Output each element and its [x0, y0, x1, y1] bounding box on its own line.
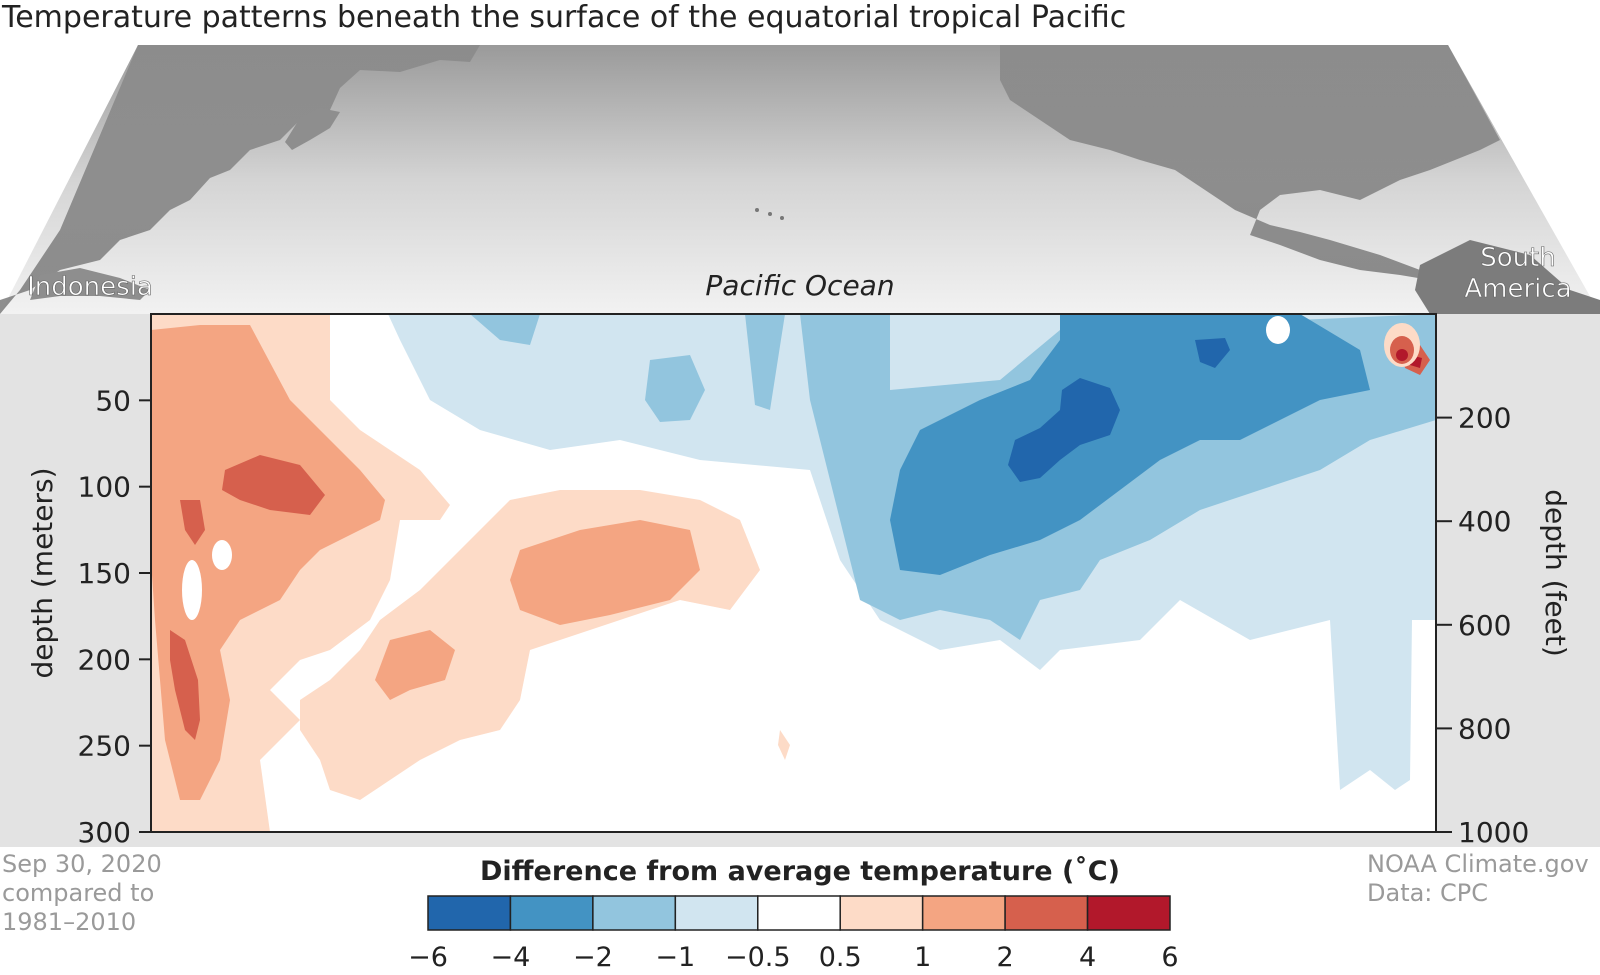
right-tick-label: 200 — [1458, 402, 1511, 435]
left-tick-label: 200 — [78, 643, 131, 676]
colorbar-swatch — [921, 895, 1006, 931]
left-axis-label: depth (meters) — [26, 467, 59, 678]
left-tick-label: 150 — [78, 557, 131, 590]
right-tick-label: 1000 — [1458, 816, 1529, 849]
anomaly-region-neg-2 — [890, 314, 1370, 575]
right-tick-label: 600 — [1458, 609, 1511, 642]
left-tick-label: 300 — [78, 816, 131, 849]
pacific-map — [0, 45, 1600, 314]
date-line-1: Sep 30, 2020 — [2, 850, 162, 878]
credit-line-2: Data: CPC — [1367, 879, 1489, 907]
date-note: Sep 30, 2020 compared to 1981–2010 — [2, 850, 162, 937]
north-america-landmass — [1000, 45, 1500, 280]
colorbar-tick-label: 0.5 — [819, 942, 862, 973]
colorbar-swatch — [839, 895, 924, 931]
colorbar-swatch — [427, 895, 512, 931]
colorbar-swatch — [757, 895, 841, 931]
credit-note: NOAA Climate.gov Data: CPC — [1367, 850, 1589, 908]
indonesia-landmass — [30, 268, 150, 300]
colorbar-tick-label: 6 — [1161, 942, 1178, 973]
colorbar-tick-label: −4 — [491, 942, 531, 973]
date-line-2: compared to — [2, 879, 155, 907]
colorbar-tick-label: −2 — [573, 942, 613, 973]
colorbar-title: Difference from average temperature (˚C) — [480, 856, 1120, 887]
right-tick-label: 400 — [1458, 505, 1511, 538]
map-label-pacific: Pacific Ocean — [705, 269, 894, 302]
colorbar-tick-label: −0.5 — [725, 942, 791, 973]
colorbar-swatch — [509, 895, 594, 931]
map-label-indonesia: Indonesia — [27, 272, 153, 302]
asia-landmass — [0, 45, 480, 314]
right-axis-label: depth (feet) — [1539, 489, 1572, 657]
anomaly-region-pos-1 — [151, 325, 700, 800]
right-axis: 200 400 600 800 1000 — [1436, 402, 1529, 849]
map-label-south-america-line2: America — [1464, 274, 1571, 304]
colorbar-tick-label: 1 — [914, 942, 931, 973]
credit-line-1: NOAA Climate.gov — [1367, 850, 1589, 878]
colorbar-tick-label: −1 — [655, 942, 695, 973]
page-title: Temperature patterns beneath the surface… — [2, 0, 1127, 35]
colorbar-swatch — [674, 895, 759, 931]
south-america-landmass — [1415, 240, 1600, 314]
left-tick-label: 50 — [95, 384, 131, 417]
colorbar-swatch — [1004, 895, 1089, 931]
colorbar-swatch — [1086, 895, 1171, 931]
japan-landmass — [285, 108, 340, 150]
left-axis: 50 100 150 200 250 300 — [78, 384, 151, 849]
colorbar-tick-label: 2 — [997, 942, 1014, 973]
colorbar-tick-label: 4 — [1079, 942, 1096, 973]
anomaly-region-neg-4 — [1008, 338, 1230, 482]
left-tick-label: 250 — [78, 730, 131, 763]
colorbar-tick-label: −6 — [408, 942, 448, 973]
colorbar: −6 −4 −2 −1 −0.5 0.5 1 2 4 6 — [408, 895, 1179, 973]
right-tick-label: 800 — [1458, 712, 1511, 745]
left-tick-label: 100 — [78, 471, 131, 504]
date-line-3: 1981–2010 — [2, 908, 137, 936]
colorbar-swatch — [592, 895, 677, 931]
map-label-south-america-line1: South — [1480, 243, 1556, 273]
